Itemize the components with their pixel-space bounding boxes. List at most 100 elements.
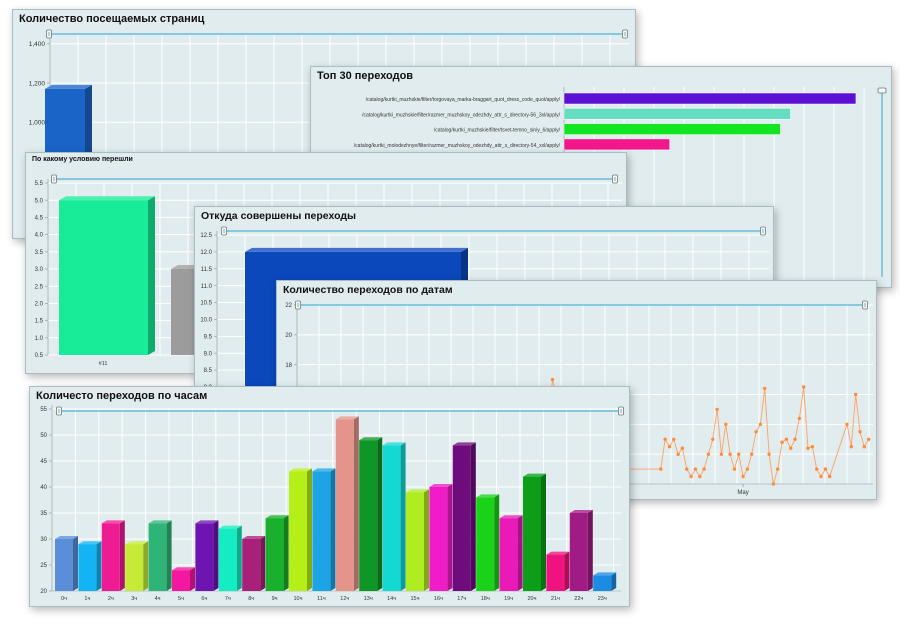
data-point — [789, 446, 793, 450]
x-tick-label: 15ч — [411, 596, 420, 602]
x-tick-label: 6ч — [201, 596, 207, 602]
x-tick-label: 23ч — [598, 596, 607, 602]
data-point — [867, 437, 871, 441]
y-tick-label: 10.0 — [200, 318, 212, 324]
bar-side — [330, 468, 336, 591]
data-point — [758, 422, 763, 426]
bar-side — [148, 196, 155, 355]
bar — [242, 539, 261, 591]
bar-top — [359, 437, 383, 441]
x-tick-label: 10ч — [294, 596, 303, 602]
data-point — [698, 474, 702, 479]
data-point — [750, 452, 754, 456]
bar-side — [470, 442, 476, 591]
data-point — [819, 474, 823, 479]
data-point — [802, 385, 806, 389]
chart-title: Количесто переходов по часам — [36, 390, 208, 402]
bar-side — [564, 551, 570, 591]
data-point — [667, 445, 672, 449]
bar — [195, 523, 214, 591]
chart-title: Количество посещаемых страниц — [19, 13, 205, 25]
x-tick-label: 14ч — [387, 596, 396, 602]
y-tick-label: 40 — [40, 485, 47, 491]
bar — [569, 513, 588, 591]
x-tick-label: 16ч — [434, 596, 443, 602]
data-point — [828, 474, 832, 479]
x-tick-label: 9ч — [272, 596, 278, 602]
bar-side — [166, 520, 172, 591]
data-point — [745, 467, 750, 471]
bar-top — [55, 536, 78, 539]
y-tick-label: 30 — [40, 537, 47, 543]
x-tick-label: May — [737, 490, 748, 496]
bar — [523, 476, 541, 591]
data-point — [715, 407, 719, 412]
x-tick-label: 11ч — [317, 596, 326, 602]
bar-side — [119, 520, 125, 591]
x-tick-label: 5ч — [178, 596, 184, 602]
chart-title: По какому условию перешли — [32, 156, 133, 163]
data-point — [732, 467, 737, 471]
bar — [563, 123, 781, 135]
bar-side — [96, 541, 102, 591]
bar-top — [59, 196, 155, 201]
data-point — [763, 386, 767, 391]
x-tick-label: 8ч — [248, 596, 254, 602]
data-point — [858, 430, 862, 434]
bar-side — [143, 541, 149, 591]
bar-top — [476, 494, 500, 498]
bar-top — [148, 520, 172, 524]
data-point — [719, 452, 724, 456]
data-point — [845, 422, 849, 426]
bar-side — [236, 525, 242, 591]
chart-title: Откуда совершены переходы — [201, 210, 356, 222]
bar-top — [452, 442, 476, 446]
bar-side — [307, 468, 312, 591]
data-point — [784, 437, 789, 441]
y-tick-label: 50 — [40, 433, 47, 439]
bar-side — [424, 489, 429, 591]
y-tick-label: 11.5 — [201, 267, 213, 273]
bar-top — [78, 541, 102, 545]
y-tick-label: 4.0 — [35, 233, 44, 239]
x-tick-label: 22ч — [574, 596, 583, 602]
y-tick-label: 55 — [40, 407, 47, 413]
data-point — [797, 416, 802, 421]
chart-panel-hours: Количесто переходов по часам 20 25 30 35 40 4… — [29, 386, 630, 607]
category-label: /catalog/kurtki_muzhskie/filter/razmer_m… — [362, 112, 560, 118]
chart-title: Топ 30 переходов — [317, 70, 414, 82]
data-point — [741, 474, 745, 479]
bar — [172, 570, 190, 591]
data-point — [806, 446, 810, 450]
category-label: /catalog/kurtki_muzhskie/filter/torgovay… — [366, 97, 561, 103]
data-point — [676, 452, 680, 456]
x-tick-label: 1ч — [84, 596, 90, 602]
bar-top — [429, 484, 453, 487]
y-tick-label: 9.0 — [204, 351, 213, 357]
bar — [125, 544, 144, 591]
y-tick-label: 20 — [285, 333, 292, 339]
y-tick-label: 5.0 — [35, 198, 44, 204]
chart-hours: 20 25 30 35 40 45 50 55 0ч 1ч 2ч 3ч 4ч 5ч 6ч 7ч 8ч 9ч 10ч 1… — [40, 405, 624, 602]
data-point — [550, 377, 555, 382]
bar — [563, 92, 857, 105]
y-tick-label: 1,000 — [29, 120, 46, 127]
x-tick-label: 20ч — [528, 596, 537, 602]
bar-top — [523, 473, 546, 477]
bar — [289, 471, 307, 591]
chart-top30: /catalog/kurtki_muzhskie/filter/torgovay… — [354, 87, 887, 287]
bar-side — [611, 572, 617, 591]
y-tick-label: 25 — [40, 563, 47, 569]
y-tick-label: 1,200 — [29, 80, 46, 87]
bar-side — [353, 416, 359, 591]
y-tick-label: 10.5 — [200, 301, 212, 307]
bar-side — [73, 536, 78, 591]
data-point — [737, 452, 741, 456]
y-tick-label: 2.5 — [35, 284, 44, 290]
bar-top — [335, 416, 359, 420]
bar-side — [377, 437, 383, 591]
data-point — [815, 467, 819, 471]
y-tick-label: 1,400 — [29, 41, 46, 48]
bar-top — [195, 520, 219, 524]
data-point — [724, 422, 728, 426]
